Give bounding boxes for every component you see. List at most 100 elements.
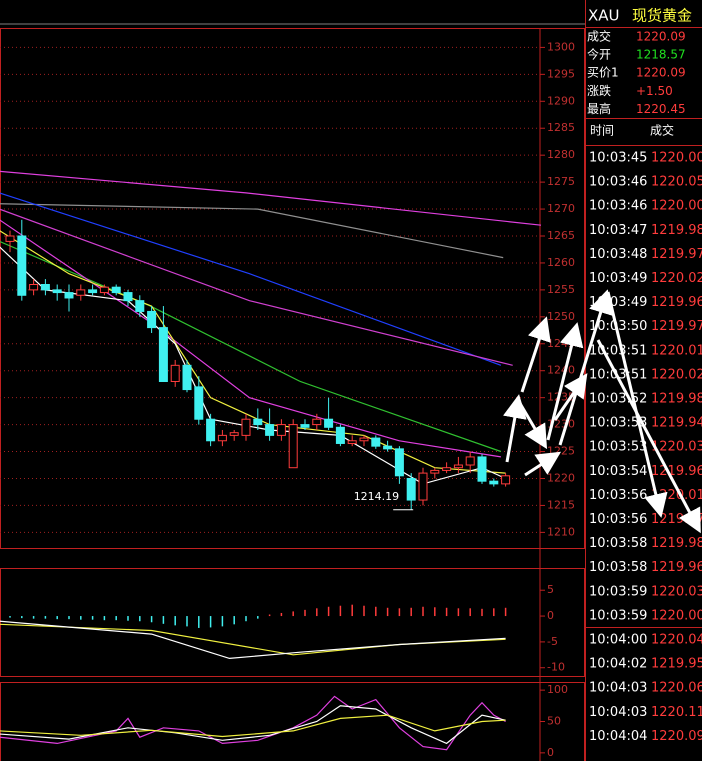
y-tick-label: 50: [547, 715, 561, 728]
candle-body: [371, 437, 381, 447]
arrow: [520, 316, 551, 393]
indicator-line: [0, 241, 502, 453]
quote-value: 1220.09: [636, 66, 686, 80]
low-annotation: 1214.19: [354, 490, 400, 503]
indicator-line: [0, 246, 506, 485]
candle-body: [135, 300, 145, 312]
kdj-panel: [0, 682, 585, 761]
candle-body: [123, 292, 133, 302]
quote-value: 1220.45: [636, 102, 686, 116]
y-tick-label: 1220: [547, 471, 575, 484]
trade-price: 1219.98: [651, 392, 702, 407]
quote-label: 买价1: [587, 66, 619, 80]
candle-body: [99, 286, 109, 294]
candle-body: [335, 426, 345, 444]
trade-time: 10:03:50: [589, 319, 647, 334]
trade-time: 10:03:48: [589, 247, 647, 262]
indicator-line: [0, 192, 502, 366]
quote-value: +1.50: [636, 84, 673, 98]
trade-time: 10:03:53: [589, 440, 647, 455]
candle-body: [241, 418, 251, 436]
table-header: 成交: [650, 123, 674, 138]
quote-label: 成交: [587, 29, 611, 44]
y-tick-label: 1210: [547, 525, 575, 538]
trade-time: 10:03:45: [589, 151, 647, 166]
candle-body: [359, 437, 369, 442]
candle-body: [194, 386, 204, 420]
trade-price: 1219.98: [651, 223, 702, 238]
indicator-line: [0, 695, 506, 751]
quote-label: 今开: [587, 47, 611, 62]
y-tick-label: 1280: [547, 148, 575, 161]
y-tick-label: 1250: [547, 310, 575, 323]
candle-body: [418, 472, 428, 501]
trade-time: 10:03:58: [589, 536, 647, 551]
trade-price: 1219.94: [651, 416, 702, 431]
candle-body: [453, 464, 463, 469]
arrow: [558, 289, 613, 446]
trade-time: 10:03:47: [589, 223, 647, 238]
indicator-line: [0, 620, 506, 660]
trade-price: 1220.06: [651, 681, 702, 696]
indicator-line: [0, 230, 506, 474]
y-tick-label: 1300: [547, 40, 575, 53]
trade-price: 1219.95: [651, 657, 702, 672]
candle-body: [265, 424, 275, 436]
trade-price: 1220.03: [651, 440, 702, 455]
trade-time: 10:04:02: [589, 657, 647, 672]
candle-body: [111, 286, 121, 294]
candle-body: [76, 289, 86, 296]
candle-body: [430, 469, 440, 474]
y-tick-label: 1225: [547, 445, 575, 458]
trade-price: 1220.01: [651, 343, 702, 358]
trade-price: 1220.00: [651, 151, 702, 166]
indicator-line: [0, 170, 542, 226]
trade-price: 1220.02: [651, 271, 702, 286]
trade-time: 10:03:52: [589, 392, 647, 407]
trade-price: 1220.05: [651, 175, 702, 190]
candle-body: [229, 432, 239, 436]
y-tick-label: 1265: [547, 229, 575, 242]
table-header: 时间: [590, 124, 614, 138]
candle-body: [52, 289, 62, 294]
candle-body: [40, 283, 50, 291]
trade-time: 10:04:03: [589, 705, 647, 720]
y-tick-label: 1260: [547, 256, 575, 269]
arrow: [524, 451, 562, 477]
indicator-line: [0, 203, 504, 259]
trade-time: 10:04:03: [589, 681, 647, 696]
candle-body: [406, 477, 416, 501]
trade-time: 10:03:59: [589, 608, 647, 623]
y-tick-label: 0: [547, 746, 554, 759]
trade-price: 1220.04: [651, 633, 702, 648]
trade-price: 1219.98: [651, 536, 702, 551]
arrow: [503, 394, 527, 463]
candle-body: [288, 424, 298, 469]
candle-body: [465, 456, 475, 466]
trade-time: 10:03:49: [589, 295, 647, 310]
quote-value: 1218.57: [636, 48, 686, 62]
candle-body: [88, 289, 98, 294]
trade-time: 10:03:46: [589, 175, 647, 190]
candle-body: [347, 440, 357, 444]
y-tick-label: 0: [547, 609, 554, 622]
trade-time: 10:04:04: [589, 729, 647, 744]
candle-body: [147, 310, 157, 329]
candle-body: [17, 235, 27, 296]
y-tick-label: 1255: [547, 283, 575, 296]
arrow: [516, 399, 548, 450]
trade-time: 10:03:59: [589, 584, 647, 599]
y-tick-label: -5: [547, 635, 558, 648]
symbol: XAU: [588, 7, 620, 25]
indicator-line: [0, 208, 513, 366]
y-tick-label: 1270: [547, 202, 575, 215]
candle-body: [206, 418, 216, 442]
y-tick-label: 1240: [547, 364, 575, 377]
trade-price: 1220.11: [651, 705, 702, 720]
candle-body: [158, 327, 168, 382]
indicator-line: [0, 714, 506, 738]
trade-price: 1220.00: [651, 608, 702, 623]
candle-body: [217, 434, 227, 442]
y-tick-label: 1295: [547, 67, 575, 80]
